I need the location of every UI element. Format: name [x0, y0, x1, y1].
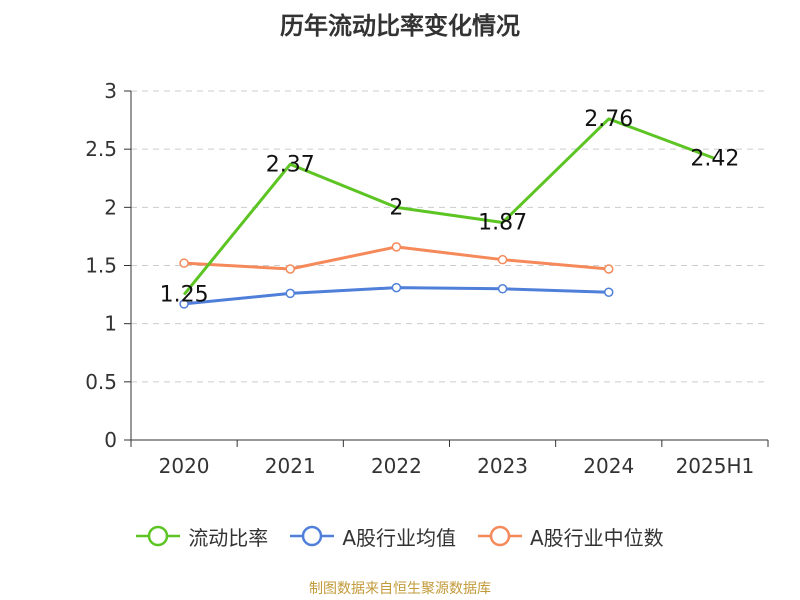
axes: 0 0.5 1 1.5 2 2.5 3 2020 2021 2022 2023 2024 2025H1	[85, 79, 769, 478]
data-label: 2	[389, 195, 403, 220]
data-label: 2.42	[690, 146, 739, 171]
data-label: 2.37	[266, 152, 315, 177]
legend: 流动比率 A股行业均值 A股行业中位数	[0, 518, 800, 554]
legend-item[interactable]: A股行业中位数	[478, 522, 664, 551]
legend-label: A股行业中位数	[530, 525, 664, 550]
series-point	[285, 264, 295, 274]
series-point	[179, 299, 189, 309]
legend-label: A股行业均值	[342, 525, 456, 550]
x-tick-label: 2020	[159, 454, 210, 478]
series-point	[391, 282, 402, 293]
series-point	[285, 288, 295, 299]
x-tick-label: 2025H1	[676, 454, 755, 478]
legend-swatch	[290, 525, 335, 547]
data-labels: 1.25 2.37 2 1.87 2.76 2.42	[160, 107, 740, 308]
chart-title: 历年流动比率变化情况	[280, 12, 520, 40]
legend-item[interactable]: 流动比率	[136, 522, 268, 551]
x-tick-label: 2024	[583, 454, 634, 478]
data-label: 1.87	[478, 210, 527, 235]
y-tick-label: 2	[104, 195, 117, 219]
y-tick-label: 1	[104, 312, 117, 336]
series-point	[179, 258, 189, 268]
legend-item[interactable]: A股行业均值	[290, 522, 456, 551]
data-label: 2.76	[584, 107, 633, 132]
y-tick-label: 1.5	[85, 254, 117, 278]
x-tick-label: 2022	[371, 454, 422, 478]
y-tick-label: 0.5	[85, 370, 117, 394]
legend-label: 流动比率	[188, 525, 269, 550]
x-tick-label: 2023	[477, 454, 528, 478]
y-tick-label: 0	[104, 428, 117, 452]
y-tick-label: 2.5	[85, 137, 117, 161]
series-point	[497, 284, 508, 294]
series-point	[604, 287, 614, 298]
x-tick-label: 2021	[265, 454, 316, 478]
data-label: 1.25	[160, 283, 209, 308]
source-note: 制图数据来自恒生聚源数据库	[309, 581, 491, 597]
series-line-0	[182, 117, 716, 296]
legend-swatch	[136, 525, 181, 547]
grid-lines	[131, 90, 768, 383]
series-point	[497, 254, 508, 265]
series-point	[604, 264, 614, 274]
legend-swatch	[478, 525, 522, 547]
y-tick-label: 3	[104, 79, 117, 103]
series-lines	[179, 117, 716, 309]
series-point	[391, 242, 402, 252]
